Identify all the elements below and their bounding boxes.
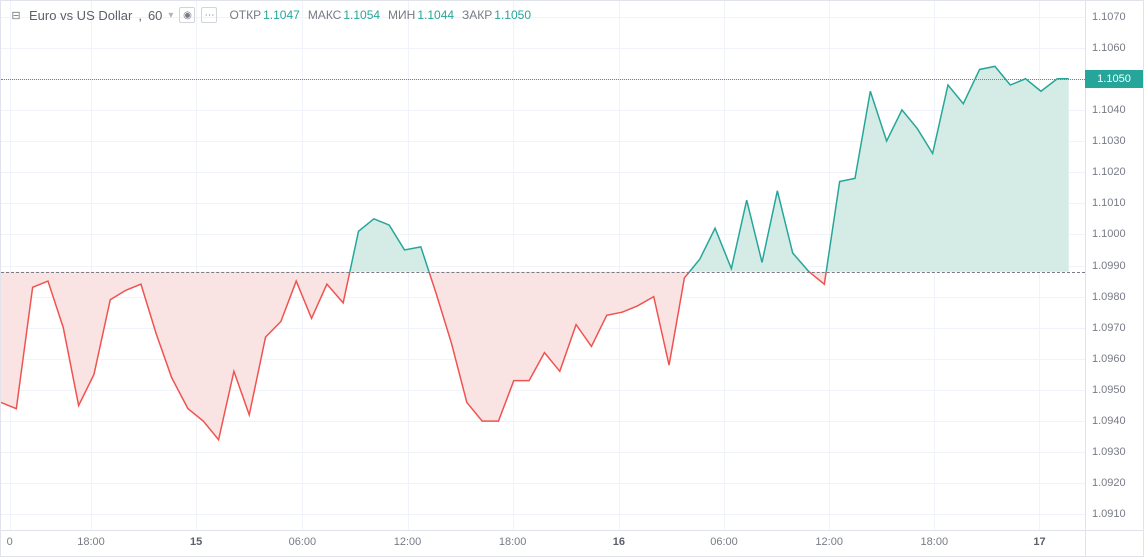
- area-above-baseline: [690, 191, 809, 272]
- x-axis-tick: 18:00: [499, 536, 527, 548]
- open-label: ОТКР: [229, 8, 261, 22]
- y-axis-tick: 1.1030: [1092, 135, 1126, 147]
- x-axis-tick: 12:00: [815, 536, 843, 548]
- plot-area[interactable]: [1, 1, 1085, 530]
- y-axis-tick: 1.1060: [1092, 42, 1126, 54]
- ohlc-high: МАКС 1.1054: [308, 8, 380, 22]
- y-axis-tick: 1.0970: [1092, 322, 1126, 334]
- high-value: 1.1054: [343, 8, 380, 22]
- close-label: ЗАКР: [462, 8, 492, 22]
- y-axis-tick: 1.0960: [1092, 353, 1126, 365]
- y-axis[interactable]: 1.1070 1.1060 1.1050 1.1040 1.1030 1.1020 1.10…: [1085, 1, 1143, 530]
- ohlc-low: МИН 1.1044: [388, 8, 454, 22]
- ohlc-panel: ОТКР 1.1047 МАКС 1.1054 МИН 1.1044 ЗАКР …: [229, 8, 531, 22]
- y-axis-tick: 1.0930: [1092, 446, 1126, 458]
- y-axis-tick: 1.0990: [1092, 260, 1126, 272]
- low-value: 1.1044: [417, 8, 454, 22]
- y-axis-tick: 1.0980: [1092, 291, 1126, 303]
- current-price-badge: 1.1050: [1085, 70, 1143, 88]
- chart-container: ⊟ Euro vs US Dollar , 60 ▾ ◉ ⋯ ОТКР 1.10…: [0, 0, 1144, 557]
- x-axis-tick: 0: [7, 536, 13, 548]
- y-axis-tick: 1.0920: [1092, 477, 1126, 489]
- current-price-line: [1, 79, 1085, 80]
- x-axis-tick: 15: [190, 536, 202, 548]
- y-axis-tick: 1.0940: [1092, 415, 1126, 427]
- area-above-baseline: [826, 66, 1069, 271]
- x-axis[interactable]: 0 18:00 15 06:00 12:00 18:00 16 06:00 12:00 18:00…: [1, 530, 1085, 556]
- collapse-icon[interactable]: ⊟: [9, 8, 23, 22]
- price-chart-svg: [1, 1, 1085, 530]
- x-axis-tick: 16: [613, 536, 625, 548]
- y-axis-tick: 1.0910: [1092, 508, 1126, 520]
- high-label: МАКС: [308, 8, 342, 22]
- open-value: 1.1047: [263, 8, 300, 22]
- y-axis-tick: 1.1010: [1092, 197, 1126, 209]
- x-axis-tick: 18:00: [77, 536, 105, 548]
- symbol-title[interactable]: Euro vs US Dollar: [29, 8, 132, 23]
- visibility-icon[interactable]: ◉: [179, 7, 195, 23]
- x-axis-tick: 17: [1033, 536, 1045, 548]
- y-axis-tick: 1.1020: [1092, 166, 1126, 178]
- x-axis-tick: 12:00: [394, 536, 422, 548]
- chevron-down-icon[interactable]: ▾: [168, 10, 173, 21]
- area-below-baseline: [429, 272, 690, 421]
- baseline-line: [1, 272, 1085, 273]
- x-axis-tick: 18:00: [921, 536, 949, 548]
- y-axis-tick: 1.0950: [1092, 384, 1126, 396]
- x-axis-tick: 06:00: [710, 536, 738, 548]
- y-axis-tick: 1.1070: [1092, 11, 1126, 23]
- close-value: 1.1050: [494, 8, 531, 22]
- y-axis-tick: 1.1040: [1092, 104, 1126, 116]
- x-axis-tick: 06:00: [289, 536, 317, 548]
- title-separator: ,: [138, 8, 142, 23]
- ohlc-open: ОТКР 1.1047: [229, 8, 299, 22]
- settings-icon[interactable]: ⋯: [201, 7, 217, 23]
- chart-header: ⊟ Euro vs US Dollar , 60 ▾ ◉ ⋯ ОТКР 1.10…: [9, 7, 531, 23]
- low-label: МИН: [388, 8, 415, 22]
- ohlc-close: ЗАКР 1.1050: [462, 8, 531, 22]
- interval-label[interactable]: 60: [148, 8, 162, 23]
- axis-corner: [1085, 530, 1143, 556]
- y-axis-tick: 1.1000: [1092, 228, 1126, 240]
